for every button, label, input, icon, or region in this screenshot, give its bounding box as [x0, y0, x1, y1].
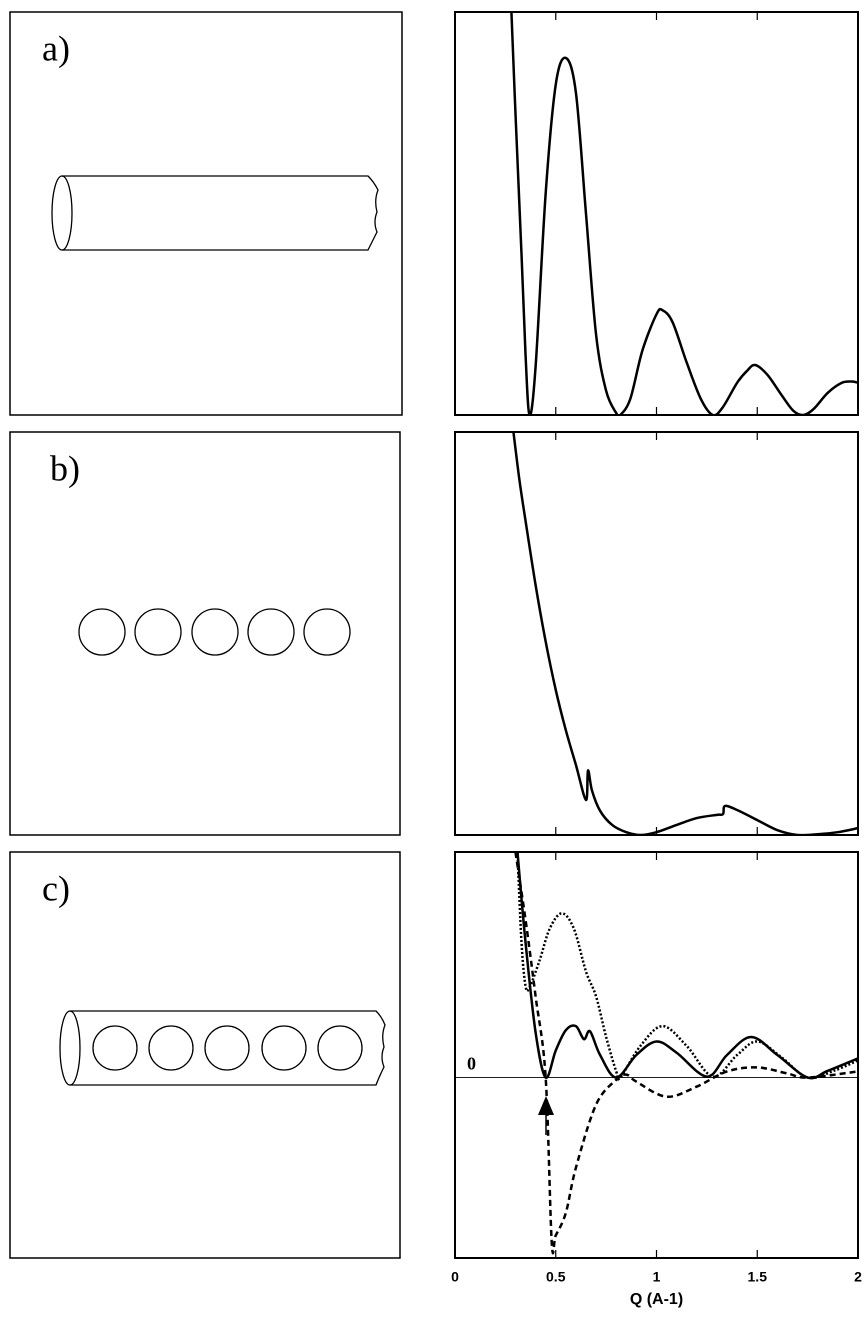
x-axis-label: Q (A-1)	[630, 1291, 683, 1308]
series-line	[514, 852, 858, 1255]
spheres	[78, 608, 351, 656]
panel-label: c)	[42, 868, 70, 908]
cylinder	[51, 175, 379, 251]
x-tick-label: 2	[854, 1269, 862, 1285]
plot-frame	[454, 11, 859, 416]
panel-label: b)	[50, 448, 80, 488]
x-tick-label: 0.5	[546, 1269, 566, 1285]
plot-frame	[454, 431, 859, 836]
series-line	[516, 852, 858, 1080]
diagram-frame	[9, 11, 403, 416]
y-tick-label: 0	[467, 1054, 476, 1074]
spheres-in-cylinder	[59, 1010, 386, 1086]
series-line	[510, 12, 858, 415]
plot-frame	[454, 851, 859, 1259]
series-line	[512, 432, 858, 835]
x-tick-label: 1	[653, 1269, 661, 1285]
panel-label: a)	[42, 28, 70, 68]
x-tick-label: 0	[451, 1269, 459, 1285]
diagram-frame	[9, 431, 401, 836]
series-line	[516, 852, 858, 1081]
x-tick-label: 1.5	[748, 1269, 768, 1285]
diagram-frame	[9, 851, 401, 1259]
